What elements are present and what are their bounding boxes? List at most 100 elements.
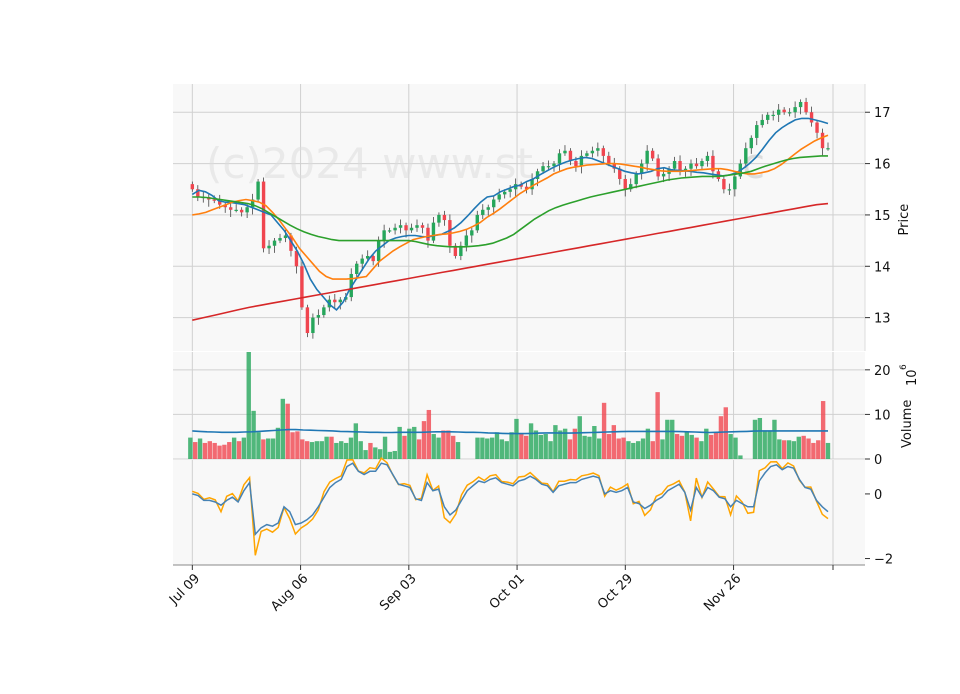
volume-bar xyxy=(412,426,417,459)
candle-body xyxy=(311,317,315,334)
candle-body xyxy=(459,245,463,257)
volume-bar xyxy=(650,441,655,459)
volume-bar xyxy=(752,419,758,459)
volume-bar xyxy=(645,428,651,459)
moving-average-line xyxy=(192,202,829,321)
candle-body xyxy=(639,163,644,174)
volume-tick-label: 0 xyxy=(874,453,882,468)
volume-bar xyxy=(567,439,573,459)
volume-bar xyxy=(494,432,500,459)
candle-body xyxy=(278,238,282,241)
candle-body xyxy=(585,153,589,156)
candle-body xyxy=(223,204,227,208)
candle-body xyxy=(727,189,732,191)
candle-body xyxy=(645,150,649,164)
volume-bar xyxy=(275,427,281,459)
moving-average-line xyxy=(192,155,828,248)
candle-body xyxy=(557,153,562,164)
volume-bar xyxy=(689,434,694,459)
volume-bar xyxy=(222,444,227,459)
volume-bar xyxy=(733,437,738,459)
volume-bar xyxy=(572,428,578,459)
candle-body xyxy=(798,101,803,108)
candle-body xyxy=(590,150,595,154)
candle-body xyxy=(420,225,425,228)
candle-body xyxy=(393,227,397,231)
candle-body xyxy=(431,222,436,241)
volume-bar xyxy=(757,417,763,459)
candle-body xyxy=(678,161,682,172)
candle-body xyxy=(355,263,359,274)
volume-bar xyxy=(728,434,733,459)
volume-bar xyxy=(782,440,787,459)
candle-body xyxy=(196,189,200,197)
volume-bar xyxy=(665,419,670,459)
candle-body xyxy=(409,227,414,231)
volume-bar xyxy=(514,418,519,459)
volume-bar xyxy=(416,439,422,459)
candle-body xyxy=(579,155,584,167)
candle-body xyxy=(524,186,529,190)
oscillator-line-blue xyxy=(192,462,829,537)
volume-bar xyxy=(455,442,461,459)
volume-bar xyxy=(616,438,621,459)
volume-bar xyxy=(368,442,373,459)
volume-bar xyxy=(504,441,509,459)
volume-bar xyxy=(202,442,208,459)
volume-bar xyxy=(611,425,617,459)
volume-bar xyxy=(227,442,232,459)
volume-bar xyxy=(266,438,271,459)
candle-body xyxy=(464,235,469,246)
candle-body xyxy=(776,109,781,115)
volume-bar xyxy=(684,432,690,459)
volume-bar xyxy=(796,436,801,459)
volume-bar xyxy=(801,435,806,459)
volume-bar xyxy=(553,425,558,459)
volume-bar xyxy=(509,432,514,459)
volume-bar xyxy=(524,435,529,459)
volume-bar xyxy=(426,409,432,459)
volume-bar xyxy=(694,437,699,459)
volume-bar xyxy=(626,441,631,459)
candle-body xyxy=(190,184,195,190)
candle-body xyxy=(826,148,830,150)
price-tick-label: 15 xyxy=(874,209,891,224)
volume-bar xyxy=(533,430,539,459)
candle-body xyxy=(212,199,216,201)
volume-bar xyxy=(772,419,777,459)
volume-bar xyxy=(407,428,412,459)
volume-bar xyxy=(718,416,724,459)
candle-body xyxy=(749,137,753,149)
candle-body xyxy=(607,155,611,164)
volume-bar xyxy=(231,437,237,459)
volume-exponent-label: 10 xyxy=(905,369,920,386)
candle-body xyxy=(694,163,699,167)
volume-bar xyxy=(397,426,402,459)
x-tick-label: Jul 09 xyxy=(166,571,203,608)
volume-bar xyxy=(348,437,354,459)
candle-body xyxy=(245,207,249,213)
volume-bar xyxy=(309,442,315,459)
candle-body xyxy=(771,114,775,117)
candle-body xyxy=(623,178,627,190)
candle-body xyxy=(497,194,501,200)
volume-bar xyxy=(655,392,660,459)
candle-body xyxy=(629,184,633,190)
volume-bar xyxy=(597,438,602,459)
candle-body xyxy=(722,178,726,190)
candle-body xyxy=(470,230,474,236)
volume-bar xyxy=(236,441,242,459)
candle-body xyxy=(289,235,293,251)
candle-body xyxy=(360,258,364,264)
x-tick-label: Oct 29 xyxy=(595,571,636,612)
volume-bar xyxy=(538,434,543,459)
volume-bar xyxy=(441,430,446,459)
candle-body xyxy=(398,225,403,228)
volume-bar xyxy=(762,430,767,459)
candle-body xyxy=(333,299,337,303)
candle-body xyxy=(415,225,419,228)
volume-bar xyxy=(640,438,646,459)
volume-bar xyxy=(679,435,685,459)
candle-body xyxy=(809,112,814,123)
